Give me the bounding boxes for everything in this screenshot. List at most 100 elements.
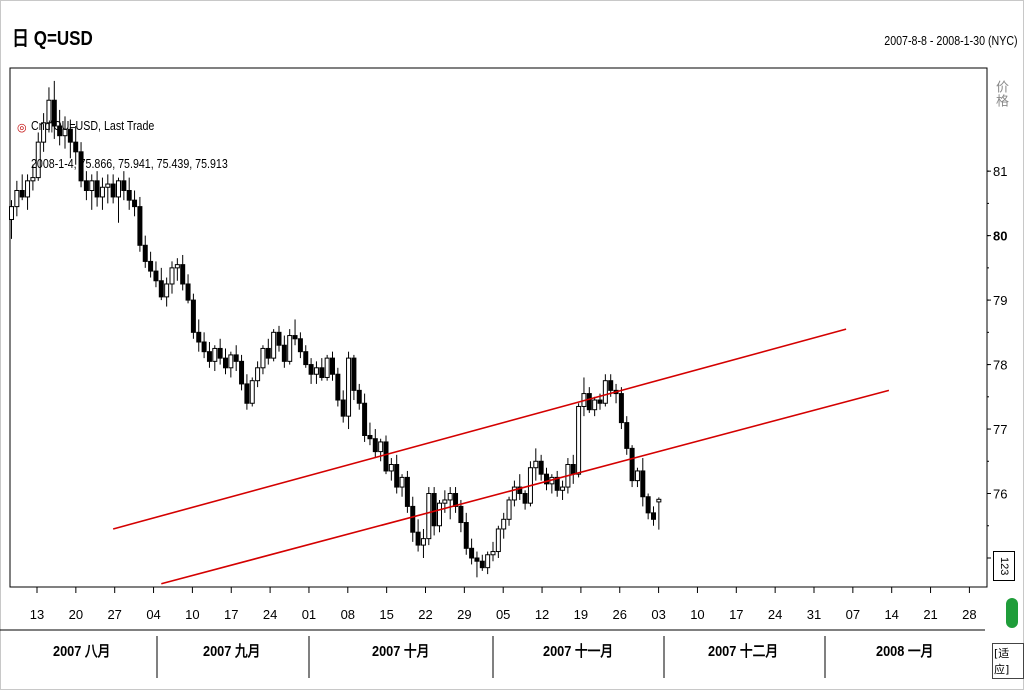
candle-body-up xyxy=(420,538,426,546)
candle-body-down xyxy=(474,557,480,562)
candle-body-down xyxy=(624,422,630,449)
live-indicator-icon[interactable] xyxy=(1006,598,1018,628)
candle xyxy=(185,274,191,304)
candle xyxy=(46,87,52,133)
candle-body-up xyxy=(89,180,95,191)
candle-body-up xyxy=(399,476,405,488)
x-tick-label: 27 xyxy=(107,607,121,622)
x-tick-label: 04 xyxy=(146,607,160,622)
candle-body-down xyxy=(651,512,656,520)
candle xyxy=(164,277,170,307)
candle-body-up xyxy=(442,499,448,504)
candle-body-down xyxy=(463,522,469,549)
candle xyxy=(362,393,368,442)
candle xyxy=(420,528,426,558)
month-label: 2007 十二月 xyxy=(707,643,779,660)
candle-body-down xyxy=(83,180,89,191)
candle-body-up xyxy=(378,441,384,453)
candle-body-down xyxy=(629,447,635,482)
candle-body-down xyxy=(640,470,646,498)
candle-body-down xyxy=(180,264,186,285)
y-tick-label: 80 xyxy=(993,229,1007,244)
candle xyxy=(474,551,480,578)
candle xyxy=(25,174,31,210)
candle xyxy=(399,474,405,497)
candle xyxy=(324,354,330,381)
candle-body-down xyxy=(78,151,84,182)
x-tick-label: 22 xyxy=(418,607,432,622)
candle-body-down xyxy=(196,331,202,343)
candle-body-up xyxy=(506,499,512,520)
candle-body-down xyxy=(431,493,437,527)
candle-body-down xyxy=(453,493,459,507)
month-label: 2007 八月 xyxy=(53,643,111,660)
candle xyxy=(78,142,84,188)
candle xyxy=(217,338,223,365)
candle-body-down xyxy=(356,389,362,404)
candle xyxy=(602,374,608,407)
scale-toggle-button[interactable]: 123 xyxy=(993,551,1015,581)
candle-body-down xyxy=(158,280,164,298)
candle xyxy=(340,390,346,423)
candle xyxy=(67,119,73,159)
candle-body-down xyxy=(292,335,298,340)
candle xyxy=(206,342,212,368)
candle xyxy=(640,458,646,507)
candle xyxy=(453,487,459,513)
candle xyxy=(629,445,635,488)
candle-body-down xyxy=(383,441,389,472)
candle-body-down xyxy=(410,505,416,533)
candle-body-down xyxy=(608,380,614,391)
candle xyxy=(447,487,453,520)
candle-body-up xyxy=(105,183,111,188)
candle-body-down xyxy=(340,399,346,417)
candle xyxy=(228,351,234,378)
price-axis-label: 价格 xyxy=(993,80,1008,108)
candle xyxy=(9,200,14,239)
candle-body-down xyxy=(190,299,196,333)
x-tick-label: 10 xyxy=(690,607,704,622)
candle-body-up xyxy=(490,551,496,556)
candle xyxy=(522,490,528,510)
x-tick-label: 24 xyxy=(263,607,277,622)
candle-body-down xyxy=(394,464,400,488)
candle xyxy=(367,422,373,446)
candle xyxy=(276,325,282,352)
x-tick-label: 14 xyxy=(884,607,898,622)
candle xyxy=(89,174,95,210)
fit-button[interactable]: [适应] xyxy=(992,643,1024,679)
candle xyxy=(437,499,442,533)
candle-body-up xyxy=(437,502,442,527)
candle xyxy=(485,551,491,575)
radio-icon[interactable]: ◎ xyxy=(17,121,27,134)
candle xyxy=(511,480,517,507)
x-tick-label: 03 xyxy=(651,607,665,622)
candle xyxy=(41,113,47,152)
candle xyxy=(158,267,164,301)
candle xyxy=(271,329,277,362)
candle xyxy=(634,467,640,488)
month-label: 2008 一月 xyxy=(876,643,934,660)
candle-body-up xyxy=(511,486,517,501)
candle xyxy=(169,261,175,294)
candle-body-up xyxy=(35,141,41,179)
candle-body-up xyxy=(249,380,255,404)
x-tick-label: 19 xyxy=(574,607,588,622)
candle xyxy=(656,497,662,530)
candle-body-up xyxy=(485,554,491,569)
candle-body-down xyxy=(479,560,485,569)
y-tick-label: 76 xyxy=(993,487,1007,502)
candle xyxy=(142,235,148,268)
candle-body-up xyxy=(260,347,266,369)
candle-body-down xyxy=(206,351,212,362)
candle-body-up xyxy=(388,464,394,472)
candle xyxy=(490,541,496,562)
candle-body-up xyxy=(576,405,582,475)
candle-body-down xyxy=(404,476,410,507)
candle-body-down xyxy=(522,493,528,504)
candle-body-down xyxy=(297,338,303,353)
x-tick-label: 01 xyxy=(302,607,316,622)
candle-body-up xyxy=(447,493,453,501)
candle xyxy=(544,467,549,491)
